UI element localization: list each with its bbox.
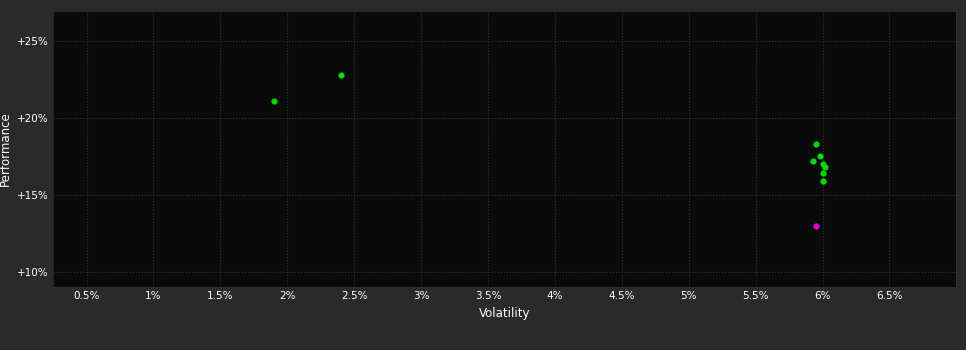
X-axis label: Volatility: Volatility [479,307,530,320]
Point [814,161,830,167]
Point [814,178,830,184]
Point [812,154,828,159]
Point [817,164,833,170]
Point [333,72,349,78]
Point [814,170,830,176]
Point [809,141,824,147]
Point [806,158,821,164]
Point [267,98,282,104]
Y-axis label: Performance: Performance [0,111,12,186]
Point [809,223,824,228]
